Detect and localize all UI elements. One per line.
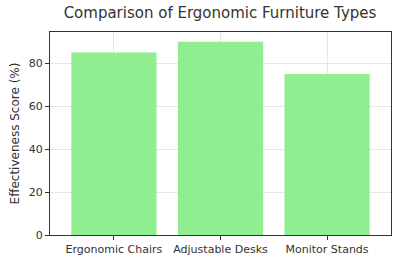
- svg-text:Effectiveness Score (%): Effectiveness Score (%): [8, 63, 22, 205]
- svg-text:20: 20: [29, 186, 43, 199]
- svg-text:40: 40: [29, 143, 43, 156]
- svg-text:Adjustable Desks: Adjustable Desks: [173, 243, 268, 256]
- svg-text:Monitor Stands: Monitor Stands: [286, 243, 369, 256]
- svg-text:Comparison of Ergonomic Furnit: Comparison of Ergonomic Furniture Types: [64, 4, 377, 22]
- svg-text:60: 60: [29, 100, 43, 113]
- svg-text:0: 0: [36, 229, 43, 242]
- svg-text:Ergonomic Chairs: Ergonomic Chairs: [66, 243, 163, 256]
- svg-text:80: 80: [29, 57, 43, 70]
